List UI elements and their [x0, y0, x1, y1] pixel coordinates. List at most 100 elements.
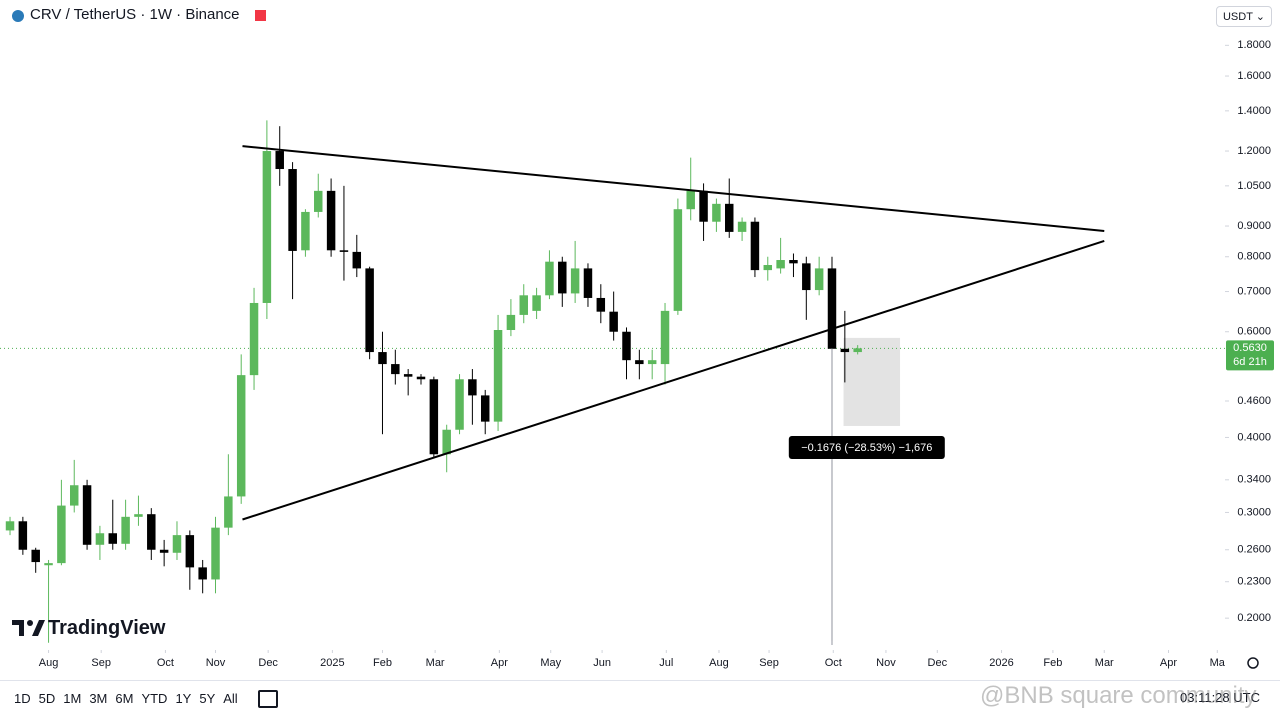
- candle-body: [224, 496, 233, 528]
- candle-body: [480, 395, 490, 422]
- range-button[interactable]: 5Y: [199, 691, 216, 706]
- candle-body: [789, 260, 798, 264]
- y-tick-label: 0.3400: [1237, 474, 1271, 486]
- y-tick-label: 1.6000: [1237, 70, 1271, 82]
- y-tick-label: 0.8000: [1237, 251, 1271, 263]
- candle-body: [827, 268, 837, 349]
- range-button[interactable]: 1M: [63, 691, 82, 706]
- x-tick-label: Jun: [593, 657, 611, 669]
- x-tick-label: Apr: [491, 657, 508, 669]
- candle-body: [686, 190, 695, 210]
- x-tick-label: Sep: [91, 657, 111, 669]
- candle-body: [519, 295, 528, 315]
- candle-body: [82, 485, 92, 545]
- y-tick-label: 1.0500: [1237, 180, 1271, 192]
- y-tick-label: 0.6000: [1237, 326, 1271, 338]
- range-button[interactable]: All: [223, 691, 238, 706]
- candle-body: [468, 379, 477, 396]
- candle-body: [339, 250, 349, 252]
- watermark: @BNB square community: [980, 682, 1257, 709]
- x-tick-label: Ma: [1210, 657, 1226, 669]
- candle-body: [391, 364, 400, 375]
- x-tick-label: Nov: [206, 657, 226, 669]
- x-tick-label: Oct: [825, 657, 842, 669]
- candle-body: [31, 549, 40, 563]
- candle-body: [198, 567, 207, 580]
- candle-body: [326, 190, 336, 251]
- x-tick-label: Feb: [373, 657, 392, 669]
- candle-body: [378, 352, 387, 365]
- x-tick-label: Dec: [928, 657, 948, 669]
- y-tick-label: 0.7000: [1237, 285, 1271, 297]
- y-tick-label: 0.2000: [1237, 612, 1271, 624]
- range-button[interactable]: 1Y: [175, 691, 192, 706]
- range-button[interactable]: YTD: [141, 691, 168, 706]
- candle-body: [121, 516, 130, 544]
- x-tick-label: May: [540, 657, 561, 669]
- tradingview-logo: TradingView: [48, 617, 166, 639]
- x-tick-label: Feb: [1043, 657, 1062, 669]
- candle-body: [442, 429, 451, 455]
- y-tick-label: 0.9000: [1237, 220, 1271, 232]
- candle-body: [95, 533, 105, 545]
- candle-body: [660, 310, 670, 365]
- trendline: [242, 145, 1105, 232]
- range-toolbar: 1D 5D 1M 3M 6M YTD 1Y 5Y All: [0, 680, 1280, 716]
- y-tick-label: 0.2300: [1237, 576, 1271, 588]
- candle-body: [5, 521, 15, 531]
- x-tick-label: Mar: [426, 657, 445, 669]
- candle-body: [172, 535, 182, 553]
- candle-body: [725, 203, 734, 232]
- measure-label-box: [788, 436, 945, 459]
- candle-body: [545, 261, 554, 296]
- candle-body: [647, 360, 657, 365]
- candle-body: [814, 268, 824, 291]
- calendar-icon[interactable]: [257, 689, 278, 708]
- candle-body: [532, 295, 541, 311]
- candle-body: [352, 251, 362, 269]
- candle-body: [159, 549, 169, 553]
- candle-body: [211, 527, 220, 580]
- trendline: [242, 239, 1105, 521]
- candle-body: [147, 514, 156, 550]
- range-button[interactable]: 5D: [38, 691, 56, 706]
- x-tick-label: Apr: [1160, 657, 1177, 669]
- candle-body: [737, 221, 747, 232]
- flag: [255, 10, 266, 21]
- candle-body: [288, 169, 297, 251]
- range-button[interactable]: 3M: [89, 691, 108, 706]
- currency-button[interactable]: USDT ⌄: [1215, 6, 1272, 27]
- candle-body: [249, 302, 259, 376]
- y-tick-label: 1.4000: [1237, 105, 1271, 117]
- candle-body: [455, 379, 464, 430]
- candle-body: [763, 265, 773, 271]
- y-tick-label: 1.8000: [1237, 39, 1271, 51]
- x-tick-label: Sep: [759, 657, 779, 669]
- candle-body: [673, 209, 683, 311]
- x-tick-label: 2026: [989, 657, 1013, 669]
- settings-icon: [1247, 657, 1259, 669]
- y-tick-label: 0.2600: [1237, 544, 1271, 556]
- tv-logo-icon: [12, 620, 45, 636]
- symbol-icon: [12, 10, 24, 22]
- x-tick-label: Aug: [39, 657, 59, 669]
- range-button[interactable]: 6M: [115, 691, 134, 706]
- candle-body: [622, 331, 631, 361]
- x-tick-label: Dec: [258, 657, 278, 669]
- candle-body: [57, 505, 66, 564]
- candle-body: [236, 375, 246, 497]
- candle-body: [108, 533, 118, 544]
- candle-body: [712, 203, 721, 222]
- range-button[interactable]: 1D: [14, 691, 31, 706]
- candle-body: [18, 521, 28, 550]
- candle-body: [699, 190, 708, 222]
- candle-body: [558, 261, 567, 294]
- candle-body: [134, 514, 143, 517]
- y-tick-label: 0.4600: [1237, 395, 1271, 407]
- countdown-label: 6d 21h: [1233, 356, 1267, 368]
- candle-body: [609, 311, 618, 332]
- candle-body: [635, 360, 644, 365]
- candle-body: [493, 330, 503, 422]
